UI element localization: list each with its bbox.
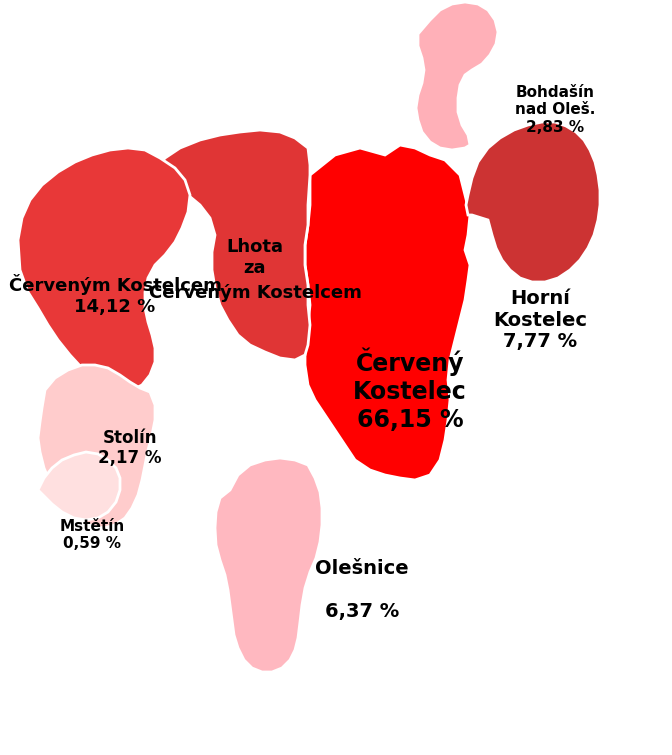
Text: Horní
Kostelec
7,77 %: Horní Kostelec 7,77 % <box>493 288 587 352</box>
Polygon shape <box>38 365 155 528</box>
Polygon shape <box>466 122 600 282</box>
Text: Olešnice

6,37 %: Olešnice 6,37 % <box>315 559 409 621</box>
Text: Mstětín
0,59 %: Mstětín 0,59 % <box>59 519 124 551</box>
Text: Červený
Kostelec
66,15 %: Červený Kostelec 66,15 % <box>353 348 467 432</box>
Polygon shape <box>38 452 120 520</box>
Polygon shape <box>215 458 322 672</box>
Text: Stolín
2,17 %: Stolín 2,17 % <box>98 429 162 467</box>
Text: Lhota
za
Červeným Kostelcem: Lhota za Červeným Kostelcem <box>149 239 362 301</box>
Polygon shape <box>18 148 190 390</box>
Polygon shape <box>150 130 310 360</box>
Text: Bohdašín
nad Oleš.
2,83 %: Bohdašín nad Oleš. 2,83 % <box>515 85 595 135</box>
Text: Červeným Kostelcem
14,12 %: Červeným Kostelcem 14,12 % <box>9 274 222 316</box>
Polygon shape <box>416 2 498 150</box>
Polygon shape <box>305 145 470 480</box>
